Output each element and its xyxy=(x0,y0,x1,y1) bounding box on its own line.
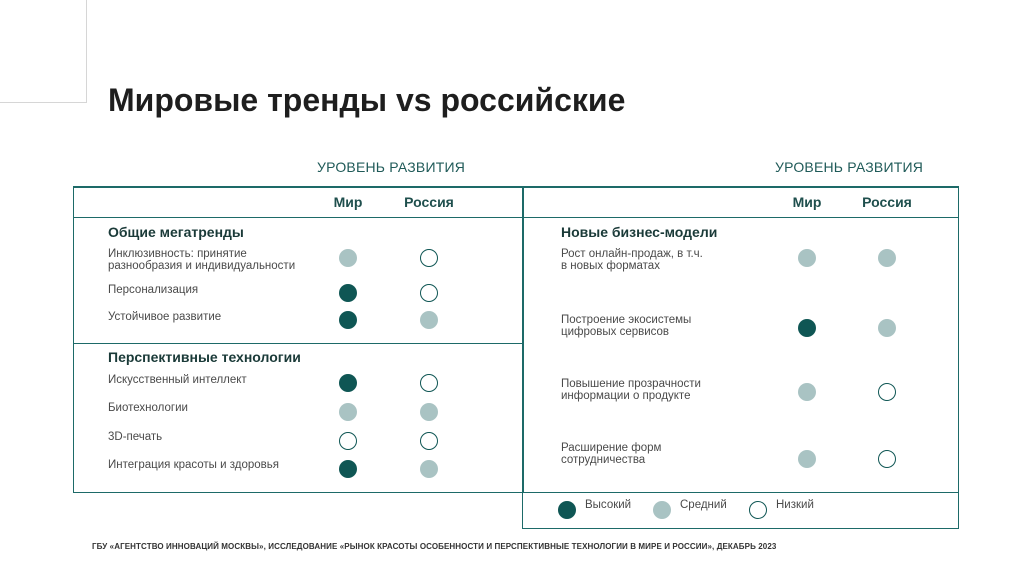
row-label: Построение экосистемы цифровых сервисов xyxy=(561,314,691,338)
row-label-line1: 3D-печать xyxy=(108,431,163,443)
legend-mid-label: Средний xyxy=(680,499,727,511)
slide-title: Мировые тренды vs российские xyxy=(108,82,626,118)
level-dot-low xyxy=(420,374,438,392)
footer-source: ГБУ «АГЕНТСТВО ИННОВАЦИЙ МОСКВЫ», ИССЛЕД… xyxy=(92,542,777,551)
level-dot-mid xyxy=(878,249,896,267)
level-dot-low xyxy=(339,432,357,450)
level-dot-high xyxy=(339,460,357,478)
row-label: Повышение прозрачности информации о прод… xyxy=(561,378,701,402)
row-label: Персонализация xyxy=(108,284,198,296)
section-title-business-models: Новые бизнес-модели xyxy=(561,224,718,240)
row-label-line2: в новых форматах xyxy=(561,260,660,272)
left-header-divider xyxy=(73,217,524,218)
level-dot-mid xyxy=(798,450,816,468)
level-dot-high xyxy=(339,284,357,302)
row-label: Искусственный интеллект xyxy=(108,374,247,386)
level-dot-mid xyxy=(420,403,438,421)
row-label: Биотехнологии xyxy=(108,402,188,414)
left-col-russia: Россия xyxy=(404,194,454,210)
row-label-line1: Искусственный интеллект xyxy=(108,374,247,386)
row-label: Рост онлайн-продаж, в т.ч. в новых форма… xyxy=(561,248,703,272)
left-section-divider xyxy=(73,343,524,344)
row-label-line1: Интеграция красоты и здоровья xyxy=(108,459,280,471)
corner-line-horizontal xyxy=(0,102,87,103)
row-label: Инклюзивность: принятие разнообразия и и… xyxy=(108,248,295,272)
left-table-panel xyxy=(73,186,524,493)
right-legend-divider xyxy=(522,492,959,493)
level-dot-high xyxy=(798,319,816,337)
row-label-line1: Расширение форм xyxy=(561,442,662,454)
level-dot-mid xyxy=(420,460,438,478)
legend-low-dot xyxy=(749,501,767,519)
level-dot-low xyxy=(420,249,438,267)
level-dot-mid xyxy=(878,319,896,337)
corner-line-vertical xyxy=(86,0,87,102)
row-label-line1: Построение экосистемы xyxy=(561,314,692,326)
right-col-world: Мир xyxy=(792,194,822,210)
level-dot-mid xyxy=(798,383,816,401)
row-label-line2: разнообразия и индивидуальности xyxy=(108,260,296,272)
legend-high-label: Высокий xyxy=(585,499,632,511)
section-title-megatrends: Общие мегатренды xyxy=(108,224,244,240)
row-label-line1: Персонализация xyxy=(108,284,199,296)
right-table-panel xyxy=(522,186,959,529)
row-label: Устойчивое развитие xyxy=(108,311,221,323)
level-dot-low xyxy=(878,383,896,401)
row-label: Расширение форм сотрудничества xyxy=(561,442,661,466)
level-dot-high xyxy=(339,374,357,392)
level-dot-low xyxy=(878,450,896,468)
level-header-right: УРОВЕНЬ РАЗВИТИЯ xyxy=(775,159,924,175)
row-label-line2: цифровых сервисов xyxy=(561,326,670,338)
level-dot-mid xyxy=(798,249,816,267)
legend-high-dot xyxy=(558,501,576,519)
row-label-line1: Рост онлайн-продаж, в т.ч. xyxy=(561,248,703,260)
level-dot-high xyxy=(339,311,357,329)
row-label-line2: информации о продукте xyxy=(561,390,691,402)
section-title-technologies: Перспективные технологии xyxy=(108,349,301,365)
row-label-line1: Биотехнологии xyxy=(108,402,188,414)
row-label-line1: Устойчивое развитие xyxy=(108,311,222,323)
right-header-divider xyxy=(522,217,959,218)
row-label: Интеграция красоты и здоровья xyxy=(108,459,279,471)
level-dot-mid xyxy=(420,311,438,329)
level-dot-low xyxy=(420,284,438,302)
row-label-line2: сотрудничества xyxy=(561,454,646,466)
row-label: 3D-печать xyxy=(108,431,162,443)
right-col-russia: Россия xyxy=(862,194,912,210)
level-header-left: УРОВЕНЬ РАЗВИТИЯ xyxy=(317,159,466,175)
row-label-line1: Инклюзивность: принятие xyxy=(108,248,247,260)
left-col-world: Мир xyxy=(333,194,363,210)
legend-mid-dot xyxy=(653,501,671,519)
level-dot-mid xyxy=(339,403,357,421)
legend-low-label: Низкий xyxy=(776,499,814,511)
level-dot-low xyxy=(420,432,438,450)
level-dot-mid xyxy=(339,249,357,267)
row-label-line1: Повышение прозрачности xyxy=(561,378,701,390)
